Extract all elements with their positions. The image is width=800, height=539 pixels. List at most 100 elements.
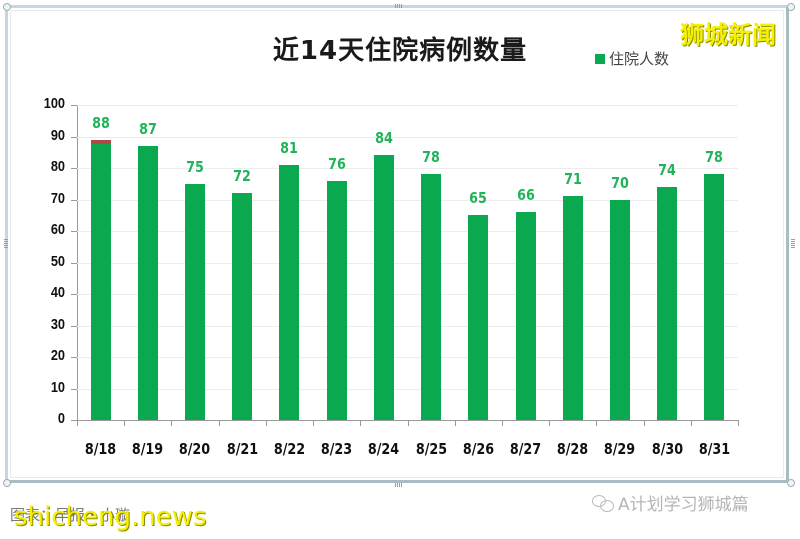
gridline	[77, 199, 738, 201]
bar	[657, 186, 678, 420]
x-tick	[124, 420, 126, 426]
y-tick	[71, 136, 77, 138]
bar-value-label: 72	[233, 167, 252, 186]
bar-value-label: 75	[186, 157, 204, 176]
resize-handle-bottom-right[interactable]	[787, 479, 795, 487]
x-tick-label: 8/27	[509, 440, 542, 458]
gridline	[77, 168, 738, 169]
resize-handle-left[interactable]	[4, 238, 8, 248]
bar-value-label: 78	[705, 148, 724, 167]
gridline	[77, 231, 738, 232]
x-tick-label: 8/28	[556, 440, 589, 458]
x-tick	[501, 420, 503, 426]
bar-value-label: 71	[563, 170, 582, 189]
resize-handle-top-right[interactable]	[787, 3, 795, 11]
x-tick	[313, 420, 315, 426]
bar	[279, 164, 300, 420]
x-tick	[360, 420, 362, 426]
x-tick	[549, 420, 551, 426]
x-tick-label: 8/18	[84, 440, 117, 458]
bar-value-label: 88	[91, 113, 110, 132]
x-tick-label: 8/24	[368, 440, 400, 458]
wechat-icon	[592, 494, 614, 512]
wechat-caption: A计划学习狮城篇	[592, 490, 749, 515]
y-tick-label: 30	[50, 315, 65, 333]
x-tick	[596, 420, 598, 426]
y-tick-label: 0	[57, 410, 65, 427]
y-tick	[71, 231, 77, 232]
x-tick	[454, 420, 456, 426]
bar	[90, 139, 111, 420]
bar-value-label: 81	[280, 138, 299, 157]
x-tick-label: 8/23	[320, 440, 353, 458]
y-tick	[71, 420, 77, 421]
gridline	[77, 136, 738, 138]
bar	[609, 199, 630, 420]
legend-swatch-icon	[595, 53, 605, 64]
y-tick	[71, 199, 77, 201]
legend: 住院人数	[595, 48, 669, 69]
y-tick-label: 90	[50, 126, 65, 144]
brand-watermark: 狮城新闻	[680, 21, 776, 49]
bar	[232, 193, 253, 420]
y-tick-label: 50	[50, 252, 65, 270]
bar	[137, 145, 158, 420]
x-tick-label: 8/20	[179, 440, 211, 458]
x-tick-label: 8/30	[651, 440, 683, 458]
x-tick	[690, 420, 692, 426]
bar-value-label: 87	[138, 119, 157, 138]
y-tick	[71, 325, 77, 327]
bar-value-label: 70	[611, 173, 629, 192]
y-tick-label: 10	[50, 378, 65, 396]
gridline	[77, 325, 738, 327]
gridline	[77, 294, 738, 295]
x-tick	[218, 420, 220, 426]
x-tick	[171, 420, 173, 426]
bar-value-label: 74	[658, 160, 677, 179]
y-tick-label: 100	[43, 95, 65, 112]
y-tick	[71, 262, 77, 264]
resize-handle-top-left[interactable]	[3, 3, 11, 11]
bar	[562, 196, 583, 420]
x-tick	[738, 420, 739, 426]
x-tick	[643, 420, 645, 426]
resize-handle-right[interactable]	[791, 238, 795, 248]
bar-cap-segment	[90, 139, 111, 144]
url-watermark: shicheng.news	[14, 502, 207, 532]
y-tick-label: 60	[50, 221, 65, 238]
x-tick-label: 8/21	[226, 440, 258, 458]
chart-title: 近14天住院病例数量	[272, 36, 528, 66]
bar	[421, 174, 442, 420]
resize-handle-top[interactable]	[395, 4, 403, 8]
x-tick-label: 8/29	[604, 440, 636, 458]
plot-area: 0 10 20 30 40 50 60 70 80 90 100 88 8/18 87 8/19 75 8/20…	[44, 95, 739, 458]
resize-handle-bottom[interactable]	[395, 483, 403, 487]
x-tick-label: 8/26	[462, 440, 494, 458]
source-credit: 图表：早报・小璇	[10, 506, 131, 524]
x-tick-label: 8/19	[132, 440, 164, 458]
y-tick	[71, 357, 77, 358]
y-tick-label: 70	[50, 189, 65, 207]
wechat-account-name: A计划学习狮城篇	[618, 495, 749, 515]
x-tick-label: 8/22	[273, 440, 305, 458]
y-tick-label: 20	[50, 347, 65, 364]
x-tick	[407, 420, 409, 426]
x-tick	[265, 420, 267, 426]
x-tick	[77, 420, 78, 426]
resize-handle-bottom-left[interactable]	[3, 479, 11, 487]
bar	[468, 215, 489, 420]
gridline	[77, 357, 738, 358]
y-tick-label: 80	[50, 158, 65, 175]
bar	[326, 180, 347, 420]
bar	[185, 183, 206, 420]
gridline	[77, 105, 738, 106]
bar-value-label: 65	[469, 189, 488, 208]
gridline	[77, 388, 738, 390]
bar-value-label: 66	[516, 186, 535, 205]
y-tick	[71, 388, 77, 390]
y-tick	[71, 168, 77, 169]
frame-inner-border	[10, 10, 784, 478]
bar-value-label: 78	[422, 148, 440, 167]
bar	[515, 212, 536, 420]
legend-label: 住院人数	[609, 50, 670, 68]
